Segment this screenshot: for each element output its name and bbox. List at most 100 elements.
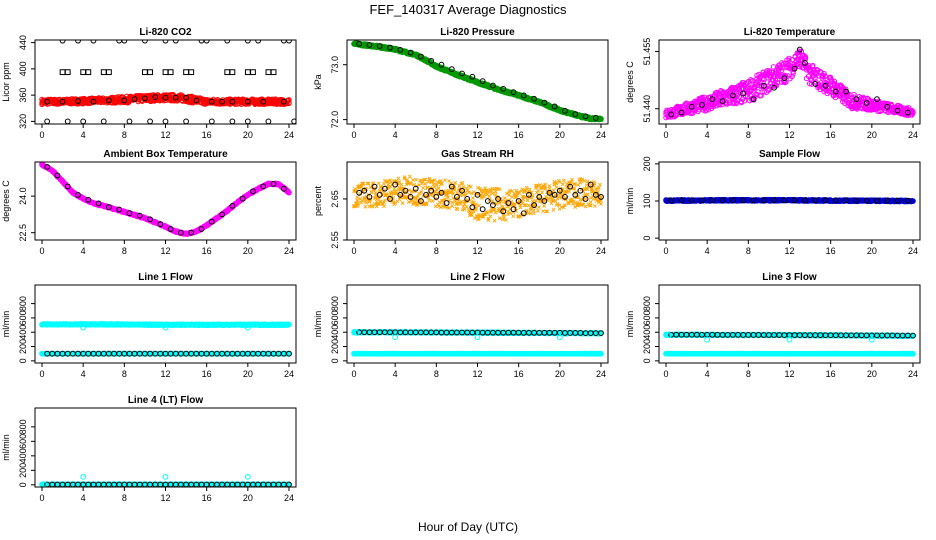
data-point	[147, 69, 153, 76]
data-point	[514, 195, 519, 200]
data-point	[280, 185, 287, 192]
data-point	[471, 190, 476, 194]
data-point	[438, 205, 443, 210]
x-tick-label: 12	[784, 130, 794, 140]
data-point	[500, 85, 507, 92]
data-point	[244, 98, 251, 105]
x-tick-label: 8	[746, 130, 751, 140]
data-point	[383, 198, 387, 203]
data-point	[366, 193, 373, 200]
data-point	[469, 204, 476, 211]
data-point	[551, 103, 558, 110]
data-point	[54, 172, 61, 179]
data-point	[365, 181, 370, 186]
data-point	[779, 67, 785, 74]
data-point	[771, 197, 777, 204]
data-point	[531, 211, 536, 216]
data-point	[791, 65, 798, 72]
data-point	[523, 188, 528, 193]
data-point	[678, 109, 685, 116]
data-point	[433, 193, 440, 200]
data-point	[436, 204, 441, 208]
data-point	[183, 94, 189, 101]
data-point	[592, 115, 599, 121]
data-point	[381, 202, 385, 207]
data-point	[874, 96, 880, 103]
data-point	[790, 71, 796, 77]
data-point	[64, 69, 71, 76]
data-point	[554, 185, 559, 190]
data-point	[522, 189, 527, 193]
x-tick-label: 24	[908, 130, 918, 140]
data-point	[75, 40, 81, 44]
data-point	[561, 178, 566, 183]
data-point	[569, 180, 573, 185]
data-point	[599, 198, 603, 203]
data-point	[424, 202, 429, 207]
data-point	[142, 95, 148, 102]
data-point	[535, 183, 539, 188]
data-point	[543, 182, 548, 187]
data-point	[286, 40, 292, 44]
data-point	[381, 185, 388, 192]
data-point	[551, 207, 556, 212]
data-point	[598, 116, 604, 123]
data-point	[59, 40, 66, 44]
series-5-min-averages-high-	[39, 321, 292, 328]
data-point	[570, 177, 574, 182]
data-point	[493, 189, 498, 194]
data-point	[434, 187, 439, 192]
data-point	[412, 182, 416, 187]
data-point	[520, 194, 525, 199]
chart-title: Line 1 Flow	[138, 272, 193, 283]
data-point	[394, 191, 399, 196]
data-point	[445, 193, 449, 197]
data-point	[583, 197, 588, 202]
data-point	[392, 186, 397, 191]
data-point	[183, 118, 189, 124]
data-point	[265, 118, 272, 124]
data-point	[851, 91, 857, 98]
chart-title: Li-820 CO2	[139, 27, 192, 38]
data-point	[448, 183, 455, 190]
data-point	[116, 206, 123, 213]
data-point	[441, 189, 446, 194]
chart-title: Li-820 Pressure	[440, 27, 515, 38]
data-point	[910, 198, 916, 204]
data-point	[219, 98, 226, 105]
data-point	[116, 40, 123, 44]
data-point	[397, 179, 402, 184]
data-point	[44, 98, 51, 105]
data-point	[528, 211, 533, 216]
data-point	[90, 98, 97, 105]
data-point	[439, 181, 444, 186]
y-tick-label: 320	[18, 114, 28, 129]
data-point	[286, 189, 292, 196]
data-point	[801, 53, 808, 59]
data-point	[208, 218, 215, 225]
data-point	[541, 198, 548, 204]
data-point	[389, 180, 394, 184]
data-point	[562, 193, 568, 200]
series-upper-checks	[59, 40, 292, 44]
data-point	[832, 88, 839, 95]
data-point	[459, 187, 465, 194]
data-point	[469, 73, 476, 80]
data-point	[402, 187, 409, 194]
data-point	[390, 190, 395, 194]
data-point	[514, 209, 519, 213]
data-point	[484, 198, 491, 204]
data-point	[668, 111, 675, 118]
data-point	[454, 193, 460, 200]
data-point	[414, 195, 418, 200]
data-point	[531, 208, 536, 213]
data-point	[366, 181, 371, 186]
data-point	[512, 202, 517, 207]
data-point	[405, 179, 410, 184]
data-point	[465, 188, 470, 193]
data-point	[505, 200, 512, 206]
data-point	[439, 190, 444, 195]
data-point	[64, 183, 71, 190]
data-point	[831, 78, 838, 85]
x-tick-label: 8	[122, 130, 127, 140]
